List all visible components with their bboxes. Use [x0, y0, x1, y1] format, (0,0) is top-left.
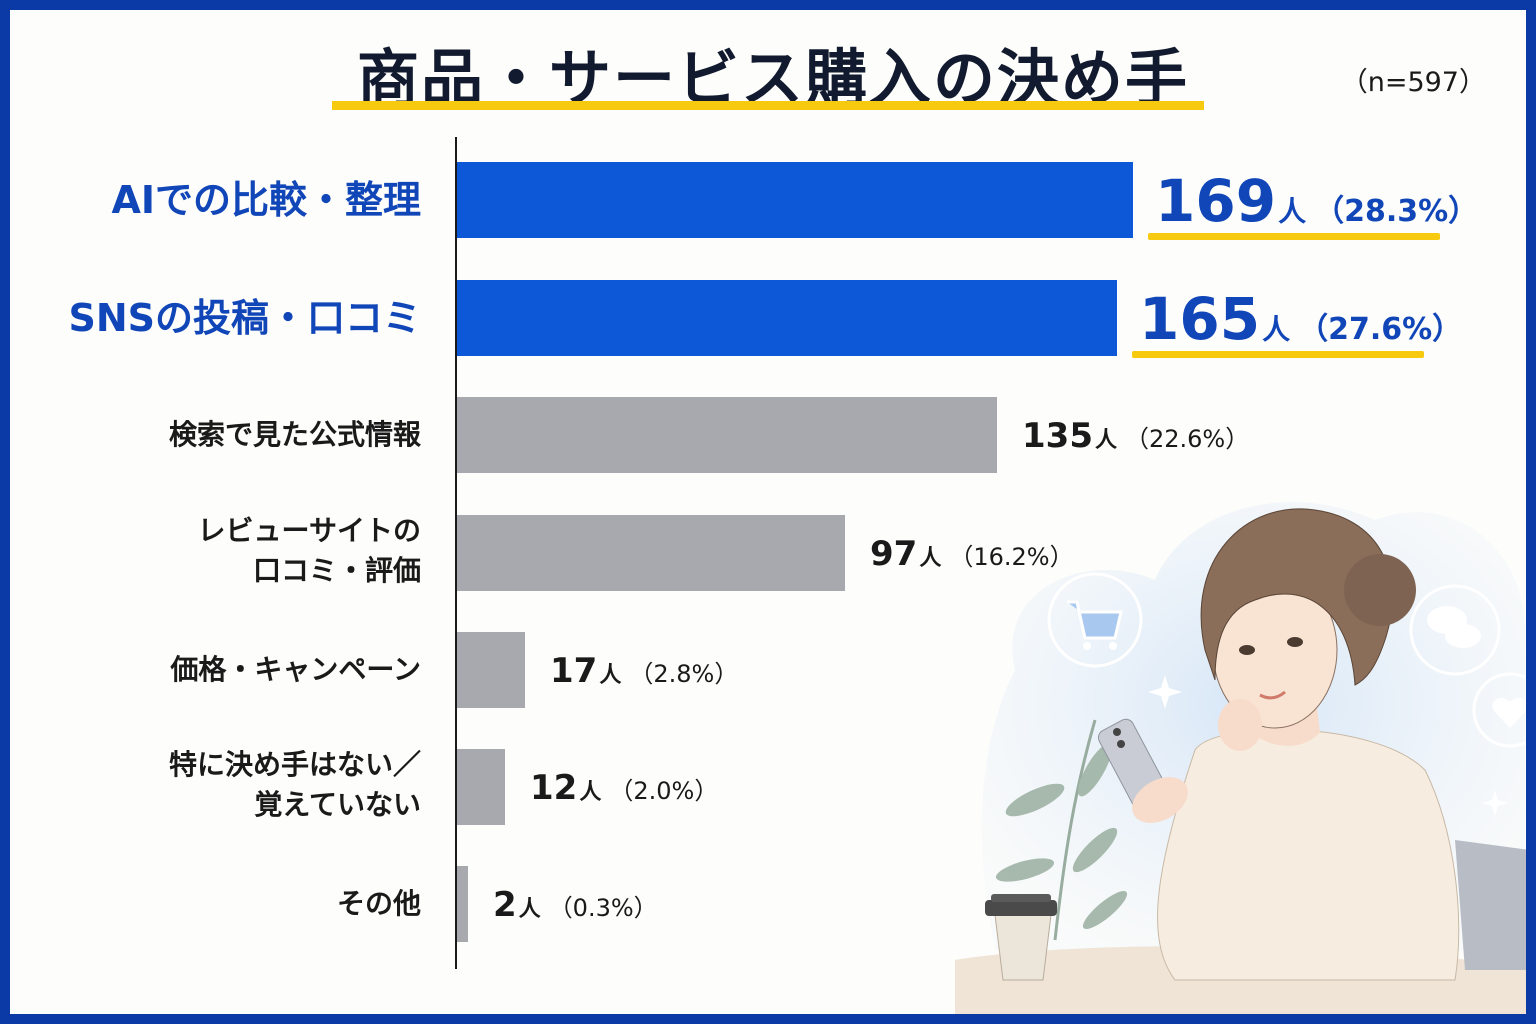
- category-label: AIでの比較・整理: [111, 178, 421, 222]
- category-label: 特に決め手はない／ 覚えていない: [168, 748, 421, 821]
- count-value: 12: [530, 768, 578, 808]
- count-unit: 人: [599, 663, 622, 688]
- percent-value: （27.6%）: [1298, 312, 1463, 347]
- category-label: レビューサイトの 口コミ・評価: [197, 514, 421, 587]
- count-value: 2: [493, 885, 517, 925]
- percent-value: （28.3%）: [1314, 194, 1479, 229]
- percent-value: （2.8%）: [629, 660, 739, 688]
- value-label: 135 人 （22.6%）: [1022, 416, 1249, 456]
- count-unit: 人: [518, 897, 541, 922]
- percent-value: （16.2%）: [949, 543, 1074, 571]
- value-label: 165 人（27.6%）: [1139, 285, 1462, 353]
- percent-value: （2.0%）: [609, 777, 719, 805]
- count-unit: 人: [579, 780, 602, 805]
- value-label: 2 人 （0.3%）: [493, 885, 658, 925]
- count-value: 97: [870, 534, 918, 574]
- sparkle-icon: [1148, 675, 1182, 709]
- chart-frame: 商品・サービス購入の決め手 （n=597） AIでの比較・整理 169 人（28.3…: [10, 10, 1526, 1014]
- count-value: 17: [550, 651, 598, 691]
- value-label: 97 人 （16.2%）: [870, 534, 1074, 574]
- category-label: 検索で見た公式情報: [168, 418, 421, 451]
- bar: [457, 866, 468, 942]
- bar: [457, 397, 997, 473]
- heart-icon: [1472, 672, 1526, 748]
- count-unit: 人: [1262, 313, 1291, 346]
- category-label: その他: [336, 887, 421, 920]
- title-underline: [332, 101, 1204, 110]
- bar: [457, 632, 525, 708]
- bar: [457, 162, 1133, 238]
- value-label: 17 人 （2.8%）: [550, 651, 738, 691]
- bar: [457, 280, 1117, 356]
- value-highlight-underline: [1132, 351, 1424, 358]
- percent-value: （0.3%）: [548, 894, 658, 922]
- count-value: 135: [1022, 416, 1093, 456]
- count-unit: 人: [1278, 195, 1307, 228]
- percent-value: （22.6%）: [1125, 425, 1250, 453]
- bar: [457, 749, 505, 825]
- coffee-cup-icon: [985, 894, 1057, 981]
- count-value: 165: [1139, 285, 1261, 353]
- category-label: SNSの投稿・口コミ: [68, 296, 421, 340]
- count-value: 169: [1155, 167, 1277, 235]
- bar: [457, 515, 845, 591]
- y-axis-line: [455, 137, 457, 969]
- value-highlight-underline: [1148, 233, 1440, 240]
- sample-size: （n=597）: [1340, 67, 1486, 98]
- illustration-woman-with-phone: [955, 502, 1526, 1014]
- count-unit: 人: [1094, 428, 1117, 453]
- plant: [995, 719, 1128, 941]
- value-label: 169 人（28.3%）: [1155, 167, 1478, 235]
- value-label: 12 人 （2.0%）: [530, 768, 718, 808]
- count-unit: 人: [919, 546, 942, 571]
- category-label: 価格・キャンペーン: [170, 653, 421, 686]
- chat-bubble-icon: [1409, 584, 1501, 676]
- shopping-cart-icon: [1047, 572, 1143, 668]
